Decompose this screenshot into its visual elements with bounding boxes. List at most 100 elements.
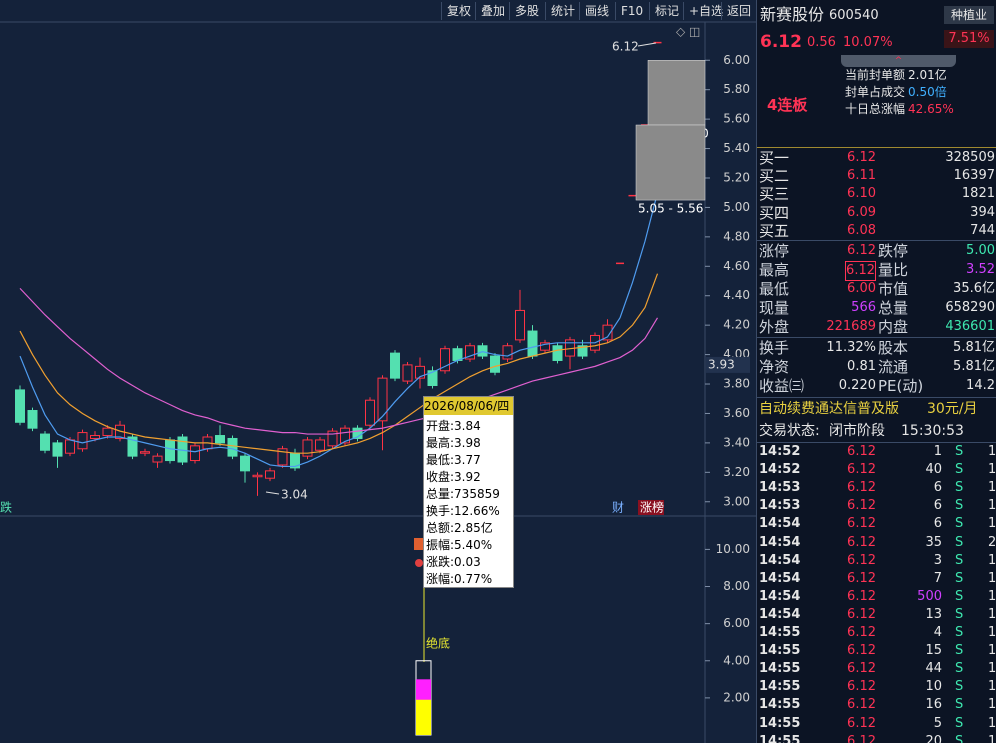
candle-body [102,427,113,437]
toolbar-button[interactable]: F10 [615,2,648,20]
book-label: 买二 [759,167,790,186]
ad-price[interactable]: 30元/月 [927,401,978,417]
candle-body [77,432,88,450]
trade-price: 6.12 [847,534,876,550]
trade-count: 1 [988,480,996,496]
toolbar-button[interactable]: 画线 [579,2,614,20]
high-label: 6.12 [612,40,639,54]
y-tick-label: 8.00 [723,579,750,593]
trade-volume: 6 [933,498,942,514]
toolbar-button[interactable]: 叠加 [475,2,510,20]
book-volume: 1821 [961,186,995,202]
tooltip-row: 总额:2.85亿 [426,521,493,535]
trade-price: 6.12 [847,516,876,532]
trade-price: 6.12 [847,643,876,659]
stat-label: 总量 [878,299,909,317]
book-price: 6.08 [847,222,876,238]
y-tick-label: 5.40 [723,141,750,155]
toolbar-button[interactable]: 返回 [721,2,756,20]
trade-volume: 4 [933,625,942,640]
stock-code: 600540 [829,8,879,23]
tooltip-row: 最高:3.98 [426,436,481,450]
toolbar-button[interactable]: +自选 [683,2,728,20]
tag: 财 [612,501,624,515]
candle-body [90,435,100,439]
y-tick-label: 4.00 [723,653,750,667]
y-tick-label: 5.80 [723,82,750,96]
info-value: 42.65% [908,102,954,116]
trade-time: 14:55 [759,625,801,640]
trade-price: 6.12 [847,480,876,496]
stat-label: 内盘 [878,318,909,336]
stat-label: 外盘 [759,318,790,336]
tooltip-row: 最低:3.77 [426,453,481,467]
trade-time: 14:54 [759,588,801,604]
book-price: 6.11 [847,168,876,184]
trade-price: 6.12 [847,715,876,731]
toolbar-button[interactable]: 标记 [649,2,684,20]
status-phase: 闭市阶段 [829,423,885,439]
collapse-tab[interactable]: ^ [841,55,956,67]
stat-value: 658290 [945,300,995,315]
trade-time: 14:54 [759,534,801,550]
limit-badge: 4连板 [767,96,808,114]
trade-volume: 5 [933,715,942,731]
candle-body [277,448,288,466]
low-arrow [265,491,280,495]
trade-side: S [955,697,964,713]
trade-count: 1 [988,643,996,659]
trade-time: 14:54 [759,570,801,586]
trade-count: 1 [988,462,996,478]
trade-volume: 6 [933,480,942,496]
book-price: 6.10 [847,186,876,202]
info-value: 0.50倍 [908,85,947,99]
trade-count: 1 [988,516,996,532]
trade-price: 6.12 [847,733,876,743]
price-marker-box [706,356,750,373]
trade-time: 14:55 [759,697,801,713]
trade-volume: 44 [925,661,942,677]
book-price: 6.12 [847,150,876,165]
ma-line [19,273,659,454]
tag-box [638,500,664,515]
book-volume: 394 [970,204,995,220]
book-label: 买一 [759,149,790,167]
book-volume: 16397 [953,168,995,184]
y-tick-label: 5.00 [723,200,750,214]
y-tick-label: 4.40 [723,288,750,302]
tooltip-row: 涨跌:0.03 [426,555,481,569]
trade-time: 14:55 [759,643,801,659]
info-label: 当前封单额 [844,68,905,82]
industry-tag: 种植业 [944,6,994,24]
y-tick-label: 5.60 [723,112,750,126]
candle-body [452,348,463,361]
candle-body [15,389,25,423]
y-tick-label: 4.80 [723,229,750,243]
status-label: 交易状态: [759,423,820,439]
ma-line [19,192,659,468]
trade-side: S [955,661,964,677]
candle-body [602,324,613,341]
range-box [647,60,706,126]
candle-body [165,439,175,462]
trade-side: S [955,444,964,459]
trade-side: S [955,733,964,743]
trade-volume: 1 [933,444,942,459]
divider [757,240,996,241]
toolbar-button[interactable]: 多股 [509,2,544,20]
divider [757,147,996,148]
candle-body [527,330,538,357]
marker-icon [415,559,423,567]
stat-value: 0.81 [847,359,876,374]
candle-body [65,439,75,454]
stat-value: 6.00 [847,281,876,296]
trade-time: 14:52 [759,444,801,459]
toolbar-button[interactable]: 统计 [545,2,580,20]
candle-body [252,474,263,478]
toolbar-button[interactable]: 复权 [441,2,476,20]
trade-count: 2 [988,534,996,550]
change-pct: 10.07% [843,35,893,50]
stock-name: 新赛股份 [760,5,825,24]
candle-body [402,364,413,382]
